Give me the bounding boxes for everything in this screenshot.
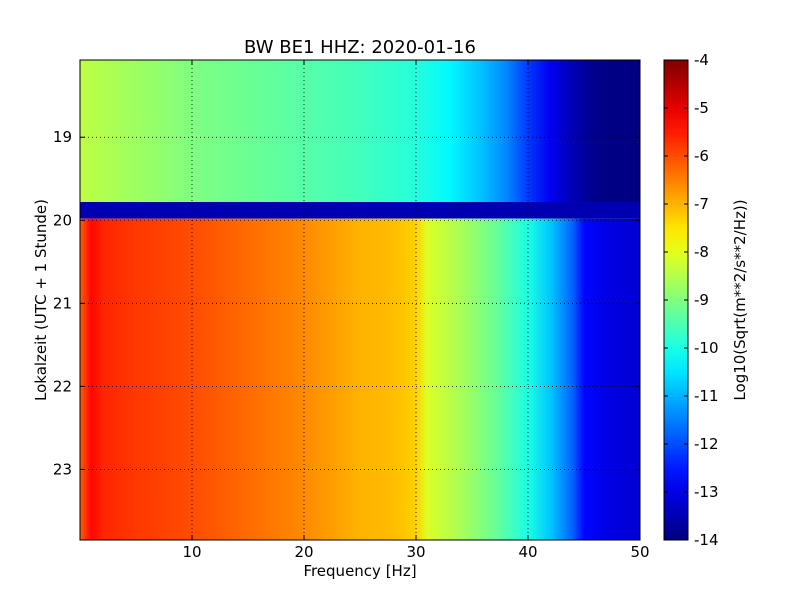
heatmap-segment: [80, 218, 640, 540]
grid-lines: [80, 60, 640, 540]
x-tick-label: 50: [630, 543, 649, 561]
y-axis-label: Lokalzeit (UTC + 1 Stunde): [32, 199, 50, 401]
x-tick-label: 40: [518, 543, 537, 561]
y-tick-label: 22: [53, 377, 72, 395]
y-axis: 19 20 21 22 23: [53, 128, 640, 478]
y-tick-label: 23: [53, 460, 72, 478]
colorbar-tick-label: -9: [694, 291, 709, 309]
colorbar-tick-label: -5: [694, 99, 709, 117]
x-tick-label: 30: [406, 543, 425, 561]
x-axis-label: Frequency [Hz]: [303, 562, 416, 580]
colorbar-label: Log10(Sqrt(m**2/s**2/Hz)): [731, 199, 749, 400]
colorbar-tick-label: -10: [694, 339, 719, 357]
colorbar: -4 -5 -6 -7 -8 -9 -10 -11 -12 -13 -14: [663, 51, 719, 549]
y-tick-label: 20: [53, 211, 72, 229]
plot-area: [80, 60, 640, 540]
colorbar-tick-label: -13: [694, 483, 719, 501]
y-tick-label: 19: [53, 128, 72, 146]
y-tick-label: 21: [53, 294, 72, 312]
colorbar-tick-label: -7: [694, 195, 709, 213]
colorbar-tick-label: -14: [694, 531, 719, 549]
colorbar-tick-label: -8: [694, 243, 709, 261]
chart-title: BW BE1 HHZ: 2020-01-16: [244, 37, 476, 58]
x-tick-label: 20: [294, 543, 313, 561]
colorbar-tick-label: -12: [694, 435, 719, 453]
heatmap-segment: [80, 60, 640, 203]
colorbar-tick-label: -6: [694, 147, 709, 165]
heatmap-segment: [80, 202, 640, 219]
x-axis: 10 20 30 40 50: [182, 60, 650, 561]
plot-frame: [79, 59, 641, 541]
colorbar-tick-label: -4: [694, 51, 709, 69]
colorbar-tick-label: -11: [694, 387, 719, 405]
x-tick-label: 10: [182, 543, 201, 561]
